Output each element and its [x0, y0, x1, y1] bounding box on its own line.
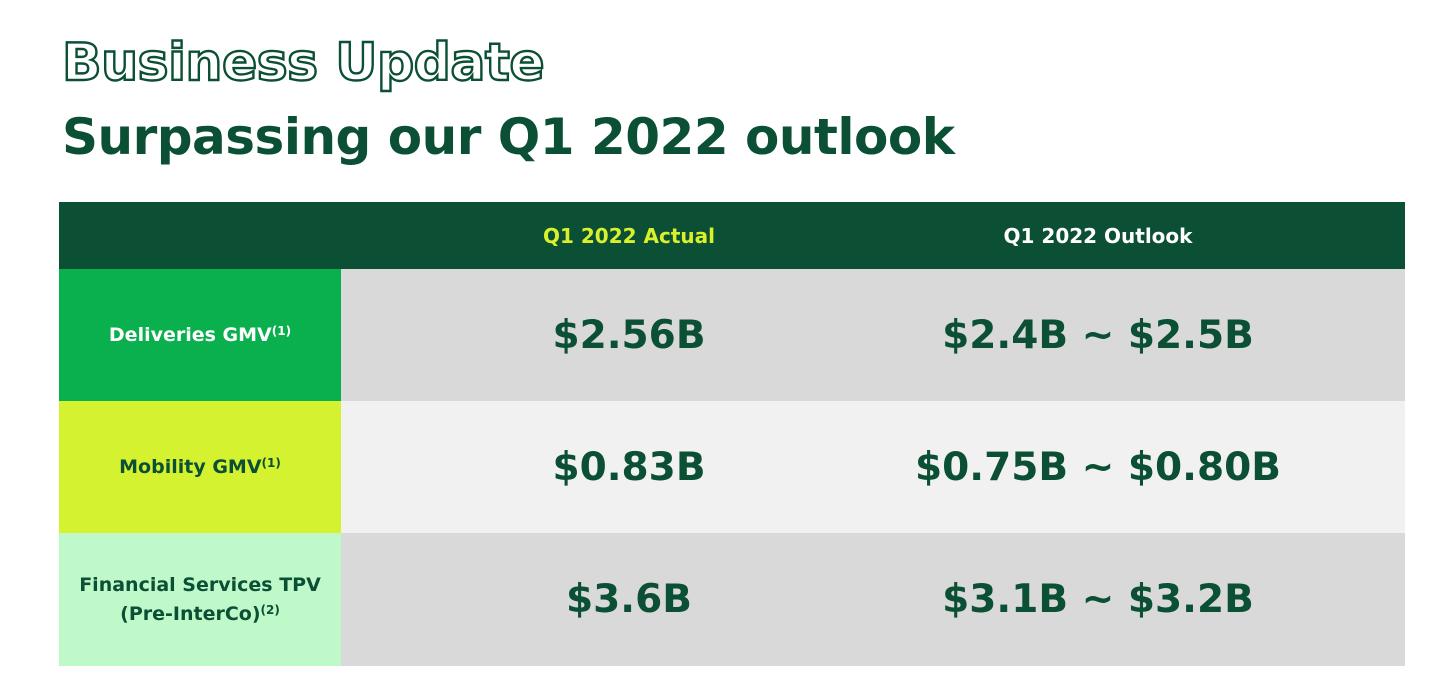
footnote-marker: (2): [260, 602, 280, 617]
table-row-mobility: Mobility GMV(1) $0.83B $0.75B ~ $0.80B: [59, 401, 1405, 534]
row-label: Financial Services TPV: [79, 573, 321, 596]
outlook-value: $2.4B ~ $2.5B: [942, 313, 1254, 358]
row-value-cell: $3.6B $3.1B ~ $3.2B: [341, 533, 1405, 666]
actual-value: $2.56B: [552, 313, 706, 358]
outlook-value: $0.75B ~ $0.80B: [914, 445, 1281, 490]
outlook-value: $3.1B ~ $3.2B: [942, 577, 1254, 622]
actual-value: $0.83B: [552, 445, 706, 490]
header-actual: Q1 2022 Actual: [543, 223, 715, 248]
header-outlook: Q1 2022 Outlook: [1003, 223, 1193, 248]
row-value-cell: $0.83B $0.75B ~ $0.80B: [341, 401, 1405, 534]
table-row-deliveries: Deliveries GMV(1) $2.56B $2.4B ~ $2.5B: [59, 269, 1405, 402]
row-label-line2: (Pre-InterCo): [120, 602, 261, 625]
footnote-marker: (1): [271, 324, 292, 338]
table-row-financial-services: Financial Services TPV (Pre-InterCo)(2) …: [59, 533, 1405, 666]
row-label: Mobility GMV: [119, 456, 262, 478]
row-value-cell: $2.56B $2.4B ~ $2.5B: [341, 269, 1405, 402]
row-label-cell: Deliveries GMV(1): [59, 269, 341, 402]
actual-value: $3.6B: [566, 577, 692, 622]
table-header: Q1 2022 Actual Q1 2022 Outlook: [59, 202, 1405, 269]
outlook-table: Q1 2022 Actual Q1 2022 Outlook Deliverie…: [59, 202, 1405, 666]
page-subtitle: Surpassing our Q1 2022 outlook: [62, 108, 955, 166]
row-label-cell: Mobility GMV(1): [59, 401, 341, 534]
page-title: Business Update: [61, 32, 546, 94]
row-label: Deliveries GMV: [108, 324, 272, 346]
footnote-marker: (1): [261, 456, 281, 470]
row-label-cell: Financial Services TPV (Pre-InterCo)(2): [59, 533, 341, 666]
